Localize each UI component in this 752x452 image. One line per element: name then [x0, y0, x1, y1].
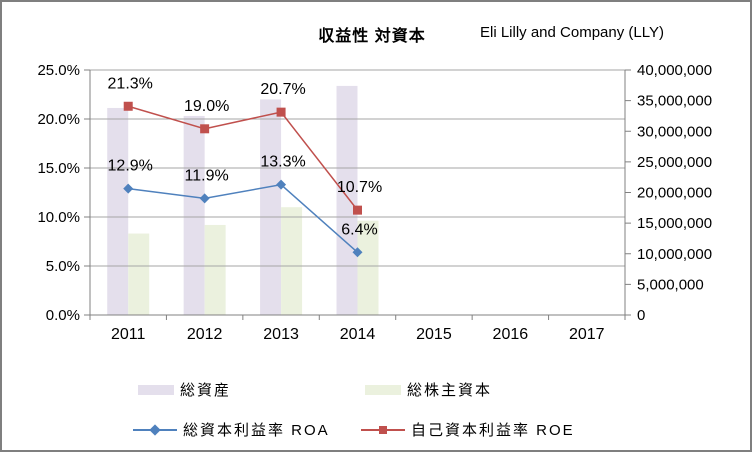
chart-title: 収益性 対資本 — [318, 28, 426, 45]
left-axis-label: 20.0% — [37, 111, 80, 128]
x-axis-label: 2011 — [111, 326, 146, 343]
roa-line — [128, 183, 358, 253]
left-axis-label: 10.0% — [37, 209, 80, 226]
equity-swatch-icon — [365, 384, 401, 395]
bar-equity-2013 — [281, 207, 303, 315]
legend-label: 総株主資本 — [407, 382, 493, 399]
right-axis-label: 0 — [637, 307, 645, 324]
total-assets-swatch-icon — [138, 384, 174, 395]
left-axis-label: 15.0% — [37, 160, 80, 177]
left-axis-label: 5.0% — [46, 258, 80, 275]
right-axis-label: 25,000,000 — [637, 154, 712, 171]
right-axis-label: 15,000,000 — [637, 215, 712, 232]
roe-marker-icon — [276, 107, 286, 117]
legend-label: 総資本利益率 ROA — [183, 422, 330, 439]
legend-label: 総資産 — [180, 382, 232, 399]
bar-equity-2014 — [357, 220, 379, 315]
right-axis-label: 10,000,000 — [637, 246, 712, 263]
x-axis-label: 2012 — [187, 326, 223, 343]
roe-marker-icon — [353, 205, 362, 215]
legend-label: 自己資本利益率 ROE — [411, 422, 575, 439]
data-label: 21.3% — [108, 75, 153, 92]
data-label: 10.7% — [337, 179, 382, 196]
data-label: 13.3% — [260, 154, 305, 171]
data-label: 19.0% — [184, 98, 229, 115]
left-axis-label: 25.0% — [37, 62, 80, 79]
roa-marker-icon — [199, 193, 210, 204]
roe-line-swatch-icon — [361, 425, 405, 435]
company-name: Eli Lilly and Company (LLY) — [480, 24, 664, 41]
roa-marker-icon — [352, 247, 363, 258]
bar-total-assets-2011 — [107, 107, 129, 315]
x-axis-label: 2017 — [569, 326, 605, 343]
legend-item-total-assets: 総資産 — [138, 379, 231, 400]
right-axis-label: 35,000,000 — [637, 93, 712, 110]
right-axis-label: 5,000,000 — [637, 276, 704, 293]
left-axis-label: 0.0% — [46, 307, 80, 324]
x-axis-label: 2016 — [493, 326, 529, 343]
data-label: 20.7% — [260, 81, 305, 98]
right-axis-label: 40,000,000 — [637, 62, 712, 79]
right-axis-label: 30,000,000 — [637, 123, 712, 140]
x-axis-label: 2013 — [263, 326, 299, 343]
roe-marker-icon — [200, 124, 210, 134]
x-axis-label: 2015 — [416, 326, 452, 343]
data-label: 12.9% — [108, 158, 153, 175]
bar-total-assets-2014 — [336, 85, 358, 315]
roe-line — [128, 105, 359, 211]
legend-item-equity: 総株主資本 — [365, 379, 492, 400]
legend-item-roe: 自己資本利益率 ROE — [361, 419, 575, 440]
right-axis-label: 20,000,000 — [637, 185, 712, 202]
bar-total-assets-2012 — [183, 115, 205, 315]
roa-marker-icon — [276, 179, 287, 190]
bar-equity-2012 — [204, 224, 226, 315]
data-label: 11.9% — [185, 167, 229, 184]
bar-total-assets-2013 — [260, 99, 282, 316]
roa-line-swatch-icon — [133, 423, 177, 436]
data-label: 6.4% — [341, 221, 377, 238]
bar-equity-2011 — [128, 233, 150, 315]
roa-marker-icon — [123, 183, 134, 194]
legend-item-roa: 総資本利益率 ROA — [133, 419, 330, 440]
roe-marker-icon — [123, 101, 133, 111]
x-axis-label: 2014 — [340, 326, 376, 343]
